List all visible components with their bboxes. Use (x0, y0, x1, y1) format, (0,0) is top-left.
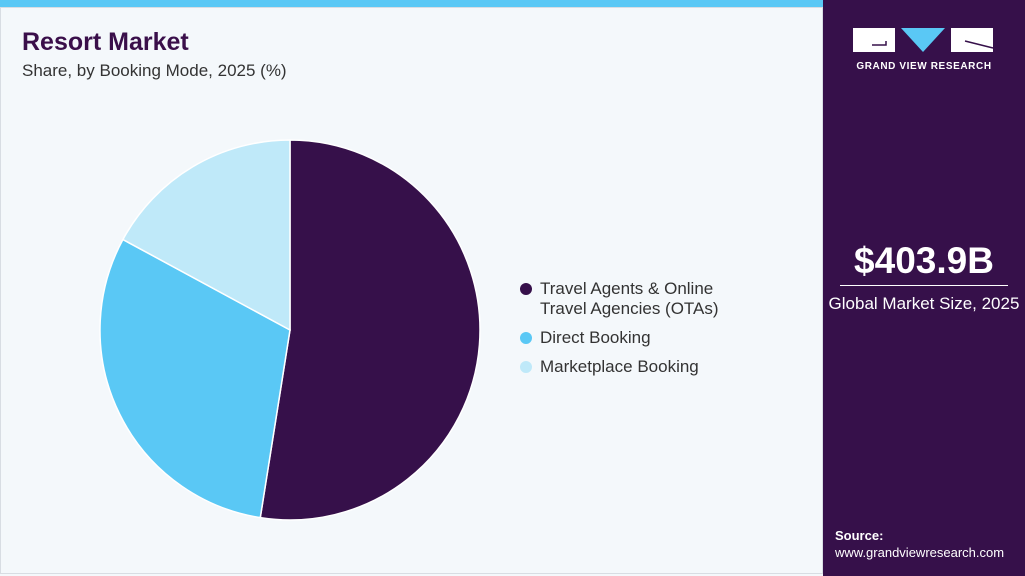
market-size-label: Global Market Size, 2025 (828, 294, 1020, 313)
chart-subtitle: Share, by Booking Mode, 2025 (%) (22, 61, 287, 80)
legend-label: Travel Agents & Online (540, 279, 714, 298)
legend-swatch (520, 283, 532, 295)
legend-item-direct: Direct Booking (520, 328, 719, 348)
legend-swatch (520, 361, 532, 373)
market-size-value: $403.9B (854, 240, 994, 281)
source-link[interactable]: www.grandviewresearch.com (835, 545, 1005, 560)
legend-label: Direct Booking (540, 328, 651, 347)
source-label: Source: (835, 528, 884, 543)
divider (840, 285, 1008, 286)
grand-view-research-logo (853, 28, 994, 52)
legend-label: Marketplace Booking (540, 357, 699, 376)
sidebar: GRAND VIEW RESEARCH $403.9B Global Marke… (823, 0, 1025, 576)
legend-item-otas: Travel Agents & Online Travel Agencies (O… (520, 279, 719, 319)
source: Source: www.grandviewresearch.com (835, 527, 1004, 561)
pie-chart (99, 139, 481, 521)
pie-slice-direct (99, 238, 291, 519)
pie-slice-otas (259, 139, 481, 521)
accent-bar (0, 0, 823, 7)
logo-text: GRAND VIEW RESEARCH (856, 61, 992, 72)
chart-title: Resort Market (22, 28, 189, 56)
pie-slice-marketplace (121, 139, 291, 332)
legend-item-marketplace: Marketplace Booking (520, 357, 719, 377)
legend: Travel Agents & Online Travel Agencies (O… (520, 279, 719, 386)
legend-label: Travel Agencies (OTAs) (540, 299, 719, 318)
legend-swatch (520, 332, 532, 344)
